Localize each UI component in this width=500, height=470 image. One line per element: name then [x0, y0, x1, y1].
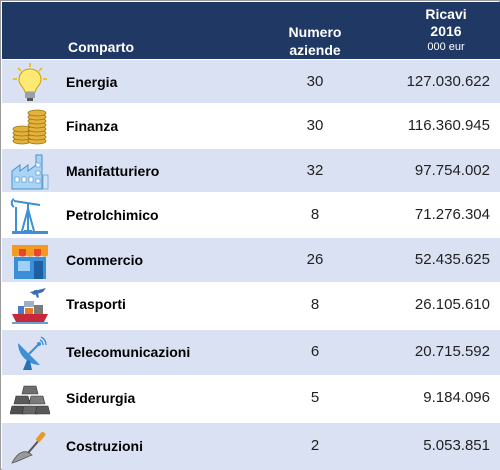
comparto-name: Finanza	[66, 118, 119, 134]
table-row: Petrolchimico 8 71.276.304	[2, 192, 500, 237]
comparto-name: Commercio	[66, 252, 144, 268]
comparto-name: Petrolchimico	[66, 207, 159, 223]
ricavi-value: 26.105.610	[414, 296, 490, 313]
header-ricavi-line1: Ricavi	[425, 6, 467, 22]
aziende-count: 30	[306, 117, 324, 134]
header-ricavi-line2: 2016	[430, 23, 462, 39]
aziende-count: 6	[310, 343, 320, 360]
lightbulb-icon	[10, 62, 50, 102]
aziende-count: 8	[310, 206, 320, 223]
table-row: Commercio 26 52.435.625	[2, 237, 500, 282]
header-ricavi-unit: 000 eur	[427, 41, 465, 53]
ricavi-value: 52.435.625	[414, 251, 490, 268]
table-row: Trasporti 8 26.105.610	[2, 282, 500, 329]
steel-ingots-icon	[10, 380, 50, 420]
aziende-count: 2	[310, 437, 320, 454]
header-numero-line2: aziende	[289, 42, 341, 58]
trowel-icon	[10, 427, 50, 467]
table-header: Comparto Numero aziende Ricavi 2016 000 …	[2, 2, 500, 59]
table-row: Energia 30 127.030.622	[2, 59, 500, 103]
factory-icon	[10, 151, 50, 191]
header-comparto: Comparto	[68, 39, 135, 55]
comparto-name: Trasporti	[66, 296, 126, 312]
aziende-count: 5	[310, 389, 320, 406]
comparto-name: Telecomunicazioni	[66, 344, 191, 360]
table-row: Siderurgia 5 9.184.096	[2, 375, 500, 422]
comparto-name: Energia	[66, 74, 118, 90]
aziende-count: 32	[306, 162, 324, 179]
aziende-count: 8	[310, 296, 320, 313]
shop-icon	[10, 241, 50, 281]
comparto-name: Manifatturiero	[66, 163, 160, 179]
ricavi-value: 20.715.592	[414, 343, 490, 360]
header-ricavi: Ricavi 2016 000 eur	[396, 6, 496, 55]
table-row: Manifatturiero 32 97.754.002	[2, 148, 500, 192]
header-numero-aziende: Numero aziende	[270, 23, 360, 59]
comparto-name: Costruzioni	[66, 438, 143, 454]
coins-icon	[10, 107, 50, 147]
header-numero-line1: Numero	[288, 24, 342, 40]
comparto-name: Siderurgia	[66, 390, 136, 406]
ricavi-value: 71.276.304	[414, 206, 490, 223]
satellite-dish-icon	[10, 333, 50, 373]
table-row: Costruzioni 2 5.053.851	[2, 422, 500, 470]
ricavi-value: 127.030.622	[406, 73, 490, 90]
ricavi-value: 97.754.002	[414, 162, 490, 179]
table-row: Finanza 30 116.360.945	[2, 103, 500, 148]
ricavi-value: 116.360.945	[407, 117, 490, 134]
ricavi-value: 5.053.851	[423, 437, 490, 454]
aziende-count: 26	[306, 251, 324, 268]
transport-icon	[10, 286, 50, 326]
ricavi-value: 9.184.096	[423, 389, 490, 406]
aziende-count: 30	[306, 73, 324, 90]
table-row: Telecomunicazioni 6 20.715.592	[2, 329, 500, 375]
oil-pump-icon	[10, 195, 50, 235]
